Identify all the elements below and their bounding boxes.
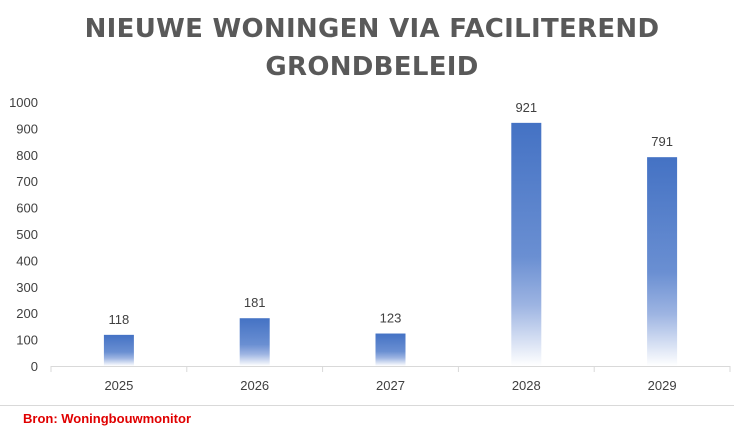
chart-title-line-2: GRONDBELEID	[265, 52, 479, 82]
bar-2026	[239, 318, 270, 366]
bar-2029	[647, 157, 678, 366]
y-tick-label: 100	[16, 333, 38, 348]
y-tick-label: 700	[16, 174, 38, 189]
y-tick-label: 0	[31, 359, 38, 374]
data-label: 118	[109, 312, 130, 327]
y-tick-label: 300	[16, 280, 38, 295]
x-tick-label: 2025	[104, 378, 133, 393]
y-tick-label: 600	[16, 201, 38, 216]
y-tick-label: 1000	[9, 95, 38, 110]
y-tick-label: 500	[16, 227, 38, 242]
data-label: 123	[380, 311, 402, 326]
chart-title-line-1: NIEUWE WONINGEN VIA FACILITEREND	[84, 14, 660, 44]
x-axis: 2025 2026 2027 2028 2029	[50, 366, 731, 393]
bar-2025	[103, 334, 134, 366]
y-tick-label: 400	[16, 253, 38, 268]
x-tick-label: 2027	[376, 378, 405, 393]
data-label: 791	[651, 134, 673, 149]
chart-title: NIEUWE WONINGEN VIA FACILITEREND GRONDBE…	[0, 10, 734, 86]
source-note: Bron: Woningbouwmonitor	[23, 411, 191, 426]
data-label: 181	[244, 295, 266, 310]
bar-2028	[511, 122, 542, 366]
y-tick-label: 200	[16, 306, 38, 321]
y-axis: 0 100 200 300 400 500 600 700 800 900 1000	[9, 95, 38, 374]
bars: 118 181 123 921 791	[103, 100, 678, 366]
x-tick-label: 2026	[240, 378, 269, 393]
data-label: 921	[515, 100, 537, 115]
x-tick-label: 2029	[648, 378, 677, 393]
y-tick-label: 800	[16, 148, 38, 163]
bar-2027	[375, 333, 406, 366]
y-tick-label: 900	[16, 121, 38, 136]
x-tick-label: 2028	[512, 378, 541, 393]
